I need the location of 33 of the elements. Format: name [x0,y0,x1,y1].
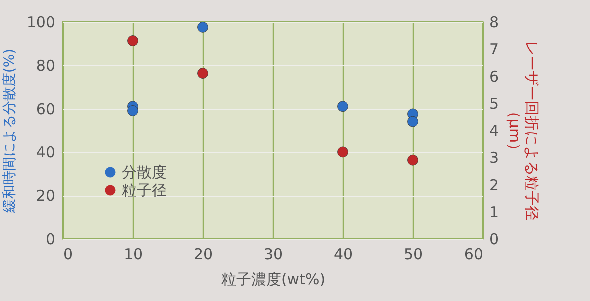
x-tick-label: 40 [334,246,354,264]
y-tick-label: 20 [36,187,56,206]
y-tick-label: 100 [26,14,56,32]
x-tick-label: 30 [264,246,284,264]
y2-tick-label: 2 [490,176,500,194]
y2-tick-label: 1 [490,203,500,222]
point [408,116,418,128]
point [128,36,138,46]
x-tick-label: 50 [404,246,424,264]
point [198,22,208,33]
y2-tick-label: 6 [490,68,500,86]
y2-tick-label: 5 [490,94,500,113]
point [128,106,138,116]
y2-axis-title: レーザー回折による粒子径（µm） [506,41,542,221]
y2-tick-label: 3 [490,149,500,168]
y-tick-label: 40 [36,144,56,162]
y2-tick-label: 4 [490,122,500,140]
y-tick-label: 60 [36,100,56,118]
y2-tick-label: 0 [490,230,500,248]
y2-tick-label: 8 [490,14,500,32]
x-tick-label: 60 [464,246,484,264]
y-axis-title: 緩和時間による分散度(%) [2,48,18,214]
point [338,101,348,112]
y-tick-label: 80 [36,56,56,75]
point [338,146,348,158]
x-tick-label: 10 [124,246,144,264]
y2-tick-label: 7 [490,40,500,59]
x-tick-label: 20 [194,246,214,264]
point [408,154,418,166]
x-axis-title: 粒子濃度(wt%) [221,270,326,288]
x-tick-label: 0 [64,246,74,264]
point [198,68,208,79]
y-tick-label: 0 [46,230,56,248]
